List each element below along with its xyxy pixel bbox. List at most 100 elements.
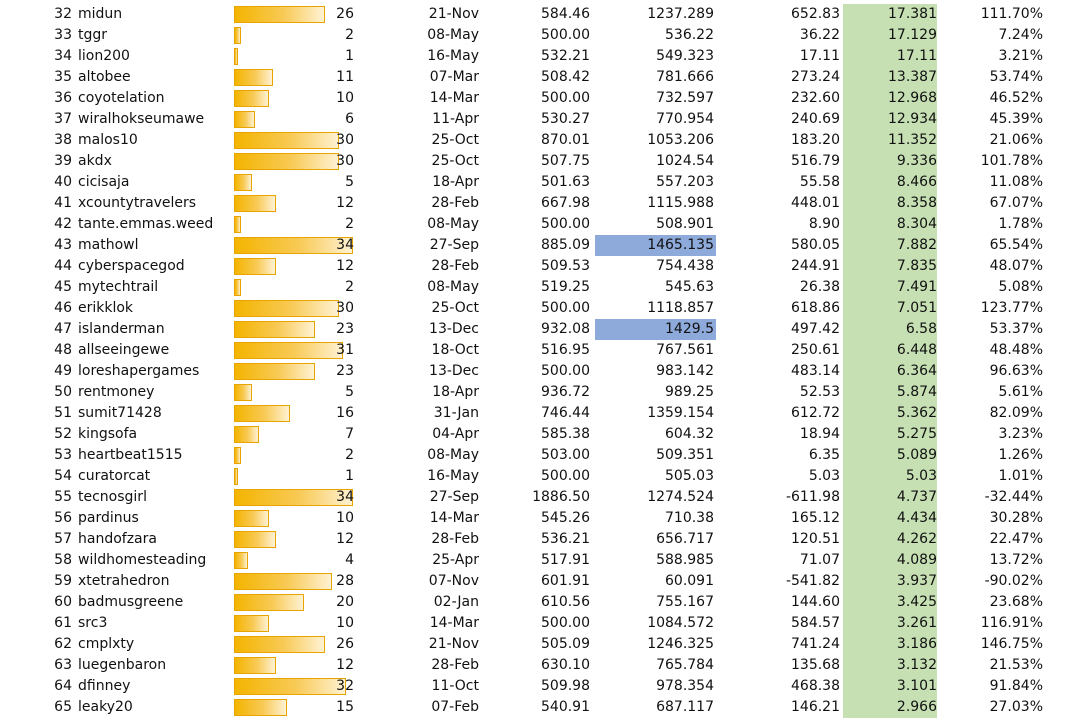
score-cell[interactable]: 5.089 <box>843 445 937 466</box>
count-cell[interactable]: 30 <box>336 153 354 169</box>
name-cell[interactable]: cicisaja <box>78 174 130 190</box>
name-cell[interactable]: midun <box>78 6 123 22</box>
difference-cell[interactable]: 232.60 <box>791 90 840 106</box>
date-cell[interactable]: 28-Feb <box>431 531 479 547</box>
databar-cell[interactable] <box>234 445 356 466</box>
databar-cell[interactable] <box>234 592 356 613</box>
difference-cell[interactable]: 448.01 <box>791 195 840 211</box>
percent-cell[interactable]: 23.68% <box>989 594 1043 610</box>
percent-cell[interactable]: -32.44% <box>984 489 1043 505</box>
rank-cell[interactable]: 46 <box>54 300 72 316</box>
count-cell[interactable]: 12 <box>336 258 354 274</box>
difference-cell[interactable]: 612.72 <box>791 405 840 421</box>
score-cell[interactable]: 11.352 <box>843 130 937 151</box>
score-cell[interactable]: 6.58 <box>843 319 937 340</box>
databar-cell[interactable] <box>234 298 356 319</box>
score-cell[interactable]: 17.381 <box>843 4 937 25</box>
end-value-cell[interactable]: 1246.325 <box>595 634 716 655</box>
name-cell[interactable]: curatorcat <box>78 468 151 484</box>
score-cell[interactable]: 8.304 <box>843 214 937 235</box>
difference-cell[interactable]: 741.24 <box>791 636 840 652</box>
databar-cell[interactable] <box>234 634 356 655</box>
percent-cell[interactable]: 1.01% <box>998 468 1043 484</box>
date-cell[interactable]: 31-Jan <box>433 405 479 421</box>
name-cell[interactable]: rentmoney <box>78 384 155 400</box>
percent-cell[interactable]: 3.21% <box>998 48 1043 64</box>
difference-cell[interactable]: -541.82 <box>785 573 840 589</box>
score-cell[interactable]: 5.275 <box>843 424 937 445</box>
percent-cell[interactable]: 111.70% <box>980 6 1043 22</box>
rank-cell[interactable]: 57 <box>54 531 72 547</box>
rank-cell[interactable]: 48 <box>54 342 72 358</box>
databar-cell[interactable] <box>234 508 356 529</box>
end-value-cell[interactable]: 508.901 <box>595 214 716 235</box>
percent-cell[interactable]: 67.07% <box>989 195 1043 211</box>
name-cell[interactable]: pardinus <box>78 510 139 526</box>
date-cell[interactable]: 27-Sep <box>429 489 479 505</box>
date-cell[interactable]: 07-Mar <box>429 69 479 85</box>
difference-cell[interactable]: 273.24 <box>791 69 840 85</box>
start-value-cell[interactable]: 508.42 <box>541 69 590 85</box>
date-cell[interactable]: 21-Nov <box>428 6 479 22</box>
date-cell[interactable]: 25-Oct <box>431 132 479 148</box>
score-cell[interactable]: 7.835 <box>843 256 937 277</box>
count-cell[interactable]: 23 <box>336 363 354 379</box>
count-cell[interactable]: 12 <box>336 195 354 211</box>
end-value-cell[interactable]: 1237.289 <box>595 4 716 25</box>
percent-cell[interactable]: 22.47% <box>989 531 1043 547</box>
percent-cell[interactable]: 7.24% <box>998 27 1043 43</box>
rank-cell[interactable]: 45 <box>54 279 72 295</box>
score-cell[interactable]: 7.491 <box>843 277 937 298</box>
date-cell[interactable]: 14-Mar <box>429 615 479 631</box>
date-cell[interactable]: 14-Mar <box>429 90 479 106</box>
end-value-cell[interactable]: 765.784 <box>595 655 716 676</box>
percent-cell[interactable]: 48.48% <box>989 342 1043 358</box>
rank-cell[interactable]: 34 <box>54 48 72 64</box>
date-cell[interactable]: 28-Feb <box>431 195 479 211</box>
name-cell[interactable]: tecnosgirl <box>78 489 147 505</box>
date-cell[interactable]: 28-Feb <box>431 657 479 673</box>
count-cell[interactable]: 26 <box>336 636 354 652</box>
difference-cell[interactable]: 652.83 <box>791 6 840 22</box>
date-cell[interactable]: 14-Mar <box>429 510 479 526</box>
end-value-cell[interactable]: 545.63 <box>595 277 716 298</box>
date-cell[interactable]: 18-Apr <box>432 174 479 190</box>
count-cell[interactable]: 34 <box>336 237 354 253</box>
count-cell[interactable]: 20 <box>336 594 354 610</box>
count-cell[interactable]: 2 <box>345 27 354 43</box>
percent-cell[interactable]: 91.84% <box>989 678 1043 694</box>
name-cell[interactable]: wiralhokseumawe <box>78 111 205 127</box>
percent-cell[interactable]: 46.52% <box>989 90 1043 106</box>
name-cell[interactable]: kingsofa <box>78 426 138 442</box>
start-value-cell[interactable]: 500.00 <box>541 27 590 43</box>
rank-cell[interactable]: 32 <box>54 6 72 22</box>
rank-cell[interactable]: 52 <box>54 426 72 442</box>
count-cell[interactable]: 2 <box>345 216 354 232</box>
percent-cell[interactable]: 13.72% <box>989 552 1043 568</box>
count-cell[interactable]: 5 <box>345 174 354 190</box>
start-value-cell[interactable]: 936.72 <box>541 384 590 400</box>
databar-cell[interactable] <box>234 550 356 571</box>
difference-cell[interactable]: -611.98 <box>785 489 840 505</box>
end-value-cell[interactable]: 549.323 <box>595 46 716 67</box>
databar-cell[interactable] <box>234 172 356 193</box>
difference-cell[interactable]: 18.94 <box>799 426 840 442</box>
databar-cell[interactable] <box>234 151 356 172</box>
name-cell[interactable]: altobee <box>78 69 131 85</box>
difference-cell[interactable]: 6.35 <box>808 447 840 463</box>
end-value-cell[interactable]: 781.666 <box>595 67 716 88</box>
score-cell[interactable]: 3.186 <box>843 634 937 655</box>
databar-cell[interactable] <box>234 4 356 25</box>
date-cell[interactable]: 08-May <box>427 279 479 295</box>
databar-cell[interactable] <box>234 571 356 592</box>
count-cell[interactable]: 30 <box>336 300 354 316</box>
end-value-cell[interactable]: 604.32 <box>595 424 716 445</box>
end-value-cell[interactable]: 770.954 <box>595 109 716 130</box>
end-value-cell[interactable]: 588.985 <box>595 550 716 571</box>
start-value-cell[interactable]: 1886.50 <box>532 489 590 505</box>
end-value-cell[interactable]: 1115.988 <box>595 193 716 214</box>
rank-cell[interactable]: 61 <box>54 615 72 631</box>
name-cell[interactable]: dfinney <box>78 678 131 694</box>
date-cell[interactable]: 07-Nov <box>428 573 479 589</box>
rank-cell[interactable]: 55 <box>54 489 72 505</box>
